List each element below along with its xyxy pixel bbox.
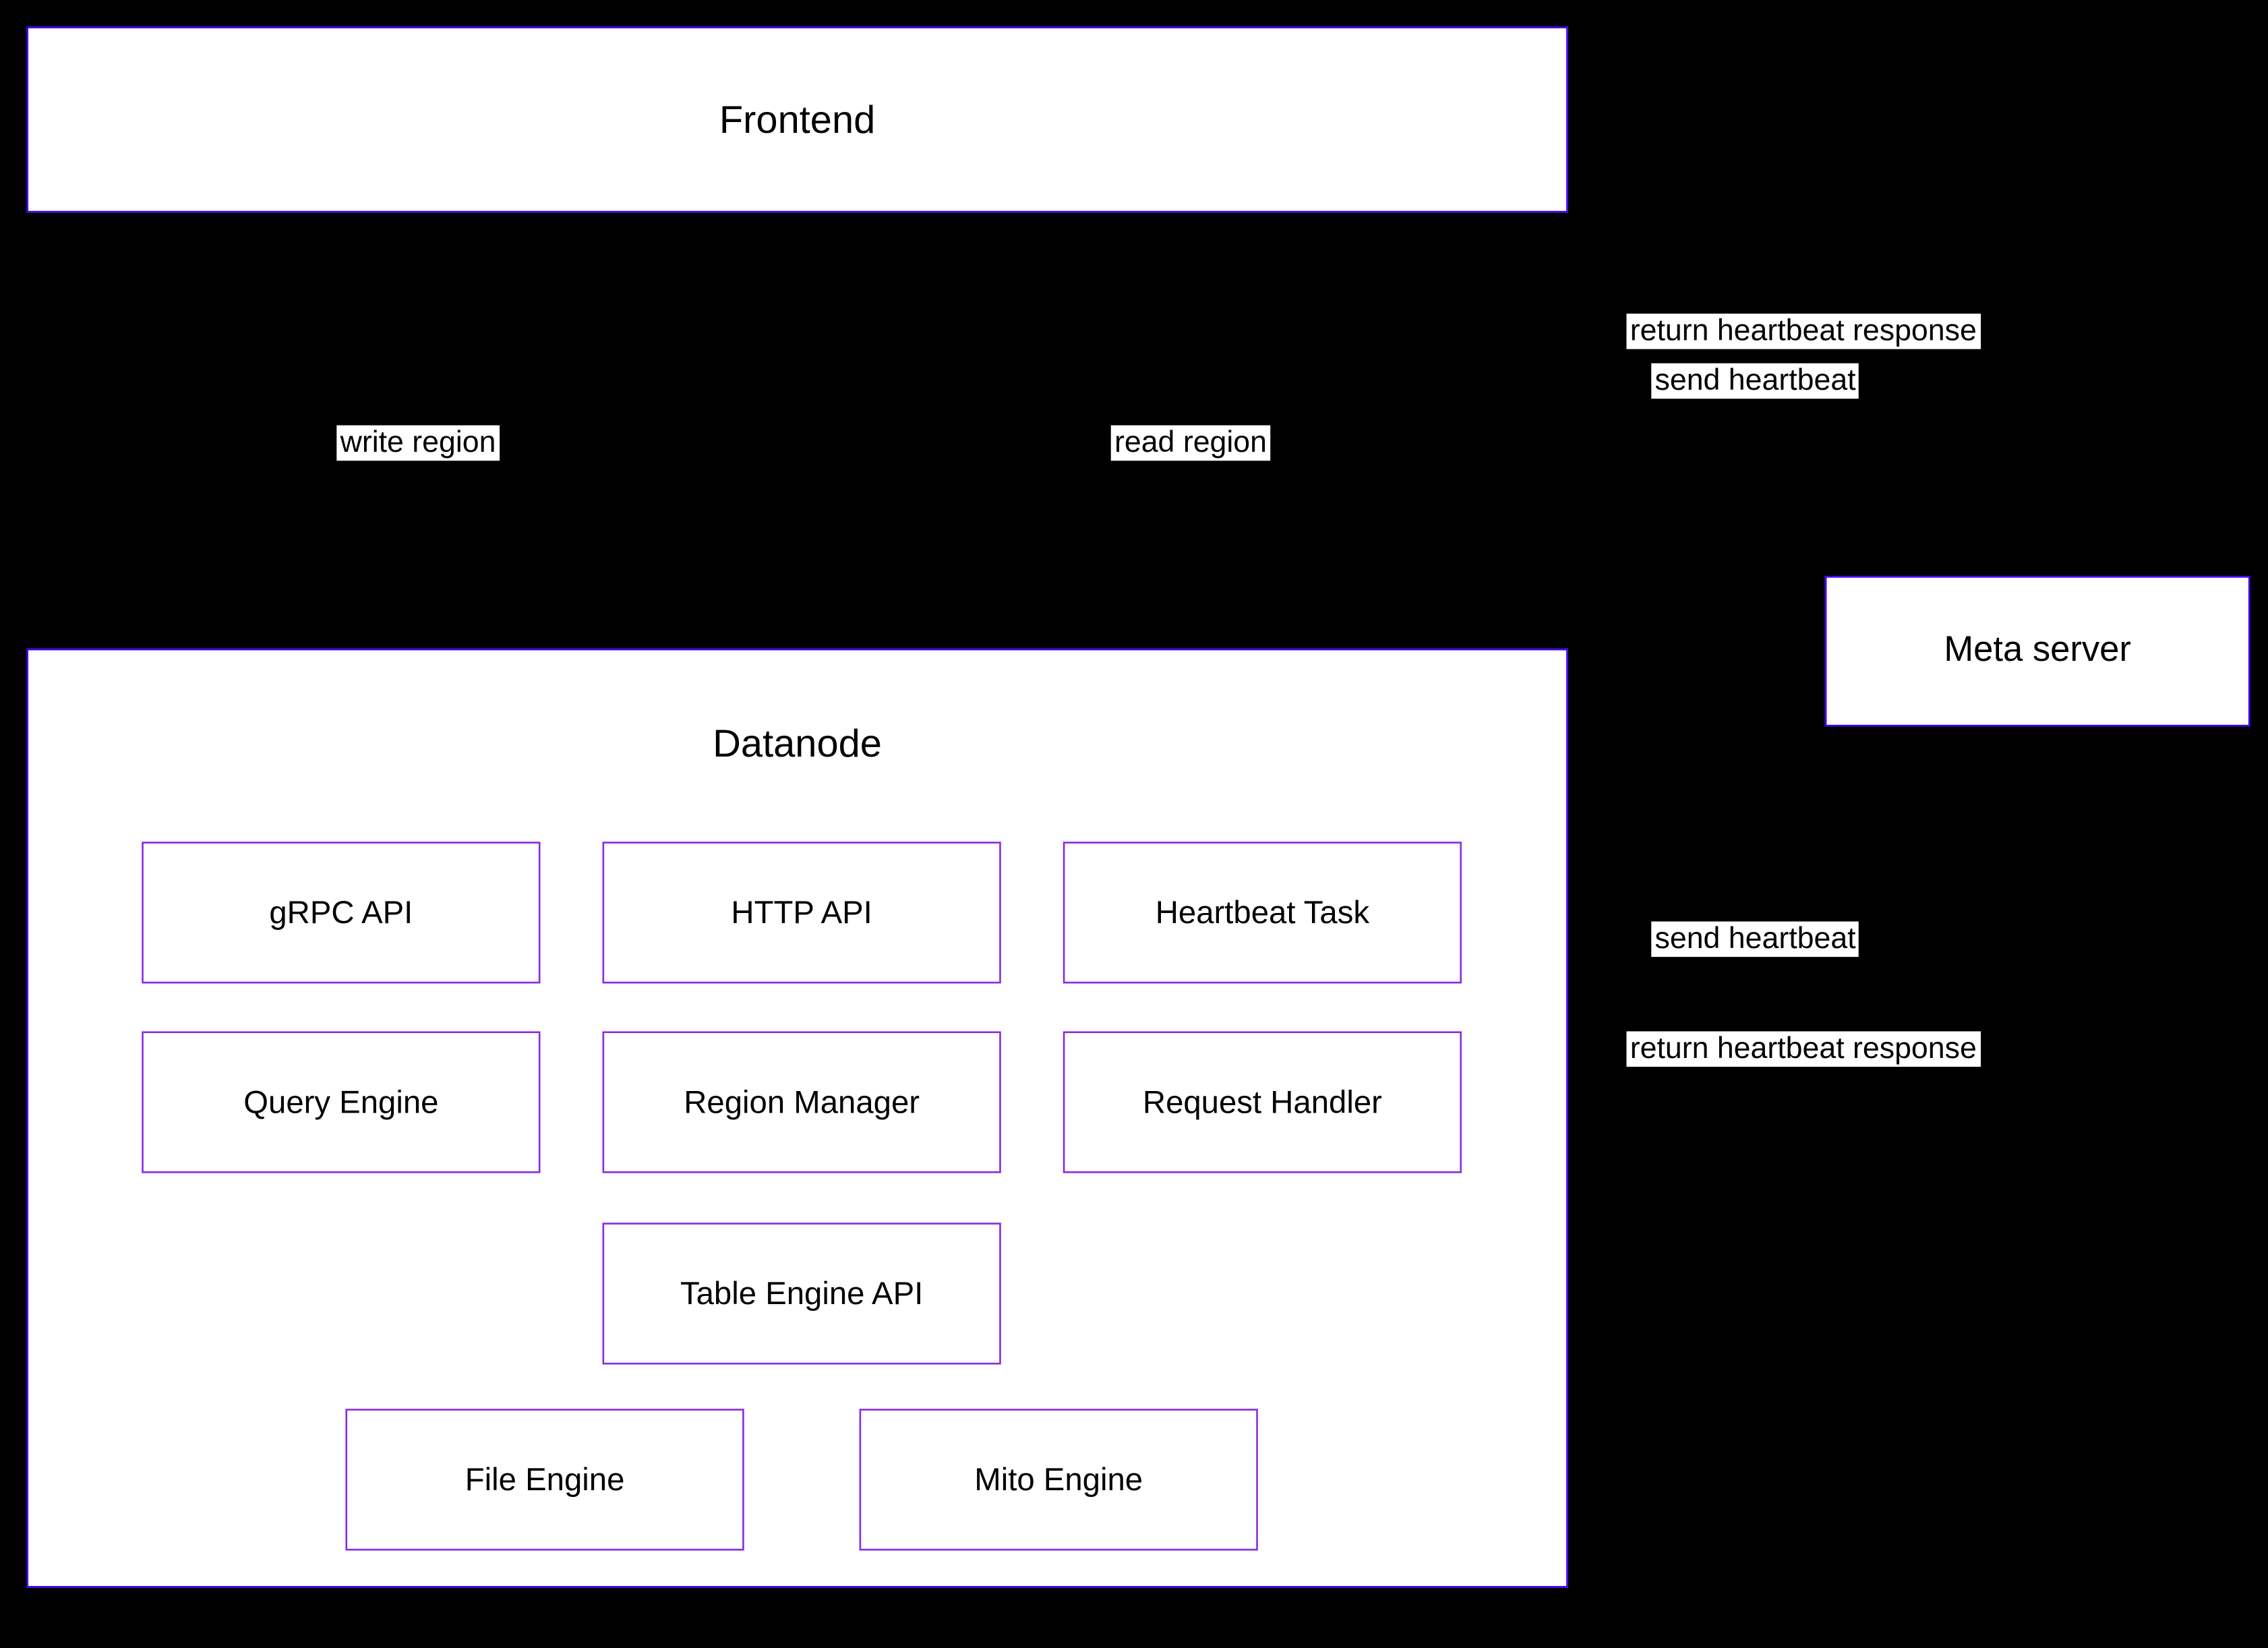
- write-region-label: write region: [336, 425, 499, 462]
- send-heartbeat-bottom-label: send heartbeat: [1651, 922, 1859, 958]
- diagram-canvas: Frontend Datanode Meta server gRPC API H…: [0, 0, 2268, 1648]
- meta-server-box: Meta server: [1825, 576, 2250, 726]
- request-handler-box: Request Handler: [1063, 1031, 1462, 1173]
- table-engine-api-box: Table Engine API: [603, 1223, 1001, 1364]
- region-manager-label: Region Manager: [684, 1084, 920, 1121]
- file-engine-box: File Engine: [345, 1409, 744, 1550]
- heartbeat-task-box: Heartbeat Task: [1063, 842, 1462, 983]
- mito-engine-label: Mito Engine: [974, 1461, 1143, 1498]
- http-api-label: HTTP API: [731, 894, 872, 931]
- send-heartbeat-top-label: send heartbeat: [1651, 363, 1859, 400]
- meta-server-label: Meta server: [1944, 631, 2130, 672]
- return-heartbeat-bottom-label: return heartbeat response: [1626, 1031, 1980, 1067]
- grpc-api-label: gRPC API: [269, 894, 413, 931]
- http-api-box: HTTP API: [603, 842, 1001, 983]
- request-handler-label: Request Handler: [1143, 1084, 1382, 1121]
- region-manager-box: Region Manager: [603, 1031, 1001, 1173]
- datanode-label: Datanode: [28, 722, 1566, 767]
- read-region-label: read region: [1111, 425, 1271, 462]
- frontend-box: Frontend: [26, 26, 1568, 212]
- grpc-api-box: gRPC API: [142, 842, 540, 983]
- file-engine-label: File Engine: [465, 1461, 625, 1498]
- frontend-label: Frontend: [719, 96, 875, 142]
- query-engine-label: Query Engine: [243, 1084, 438, 1121]
- return-heartbeat-top-label: return heartbeat response: [1626, 314, 1980, 350]
- table-engine-api-label: Table Engine API: [680, 1275, 923, 1312]
- heartbeat-task-label: Heartbeat Task: [1156, 894, 1369, 931]
- query-engine-box: Query Engine: [142, 1031, 540, 1173]
- mito-engine-box: Mito Engine: [860, 1409, 1258, 1550]
